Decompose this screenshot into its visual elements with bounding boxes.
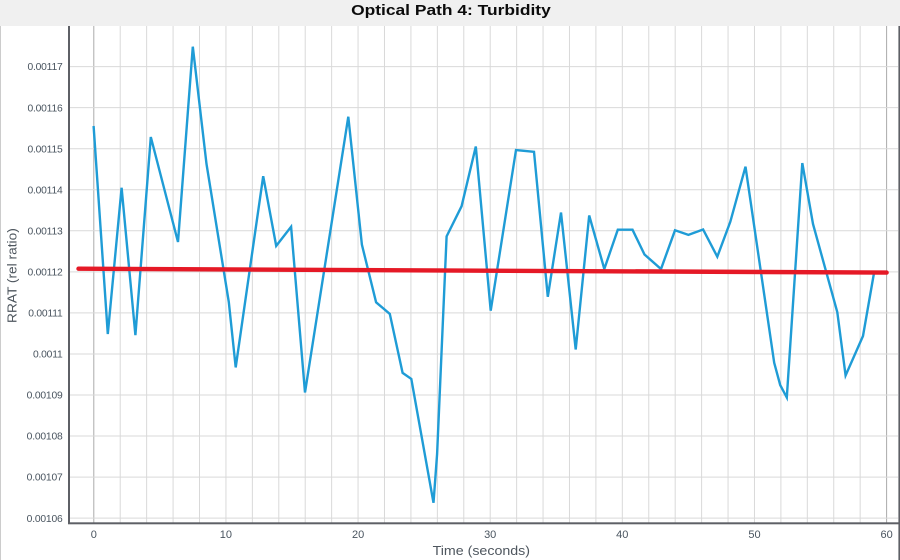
svg-text:30: 30 xyxy=(484,529,496,541)
svg-text:10: 10 xyxy=(220,529,232,541)
svg-text:Time (seconds): Time (seconds) xyxy=(433,544,530,558)
svg-text:0: 0 xyxy=(91,529,97,541)
svg-text:0.00107: 0.00107 xyxy=(27,473,63,484)
svg-text:0.00114: 0.00114 xyxy=(27,185,63,196)
svg-text:0.00111: 0.00111 xyxy=(28,309,63,320)
svg-text:0.00109: 0.00109 xyxy=(27,391,63,402)
svg-text:40: 40 xyxy=(616,529,628,541)
svg-text:60: 60 xyxy=(880,529,892,541)
svg-text:0.00106: 0.00106 xyxy=(27,514,63,525)
svg-text:50: 50 xyxy=(748,529,760,541)
svg-text:0.00115: 0.00115 xyxy=(27,144,63,155)
svg-text:0.0011: 0.0011 xyxy=(33,350,63,361)
svg-text:RRAT (rel ratio): RRAT (rel ratio) xyxy=(5,228,20,323)
svg-text:Optical Path 4: Turbidity: Optical Path 4: Turbidity xyxy=(351,2,551,19)
svg-text:0.00117: 0.00117 xyxy=(27,62,63,73)
svg-text:20: 20 xyxy=(352,529,364,541)
svg-text:0.00112: 0.00112 xyxy=(27,267,63,278)
svg-text:0.00108: 0.00108 xyxy=(27,432,63,443)
svg-text:0.00113: 0.00113 xyxy=(27,226,63,237)
svg-text:0.00116: 0.00116 xyxy=(27,103,63,114)
